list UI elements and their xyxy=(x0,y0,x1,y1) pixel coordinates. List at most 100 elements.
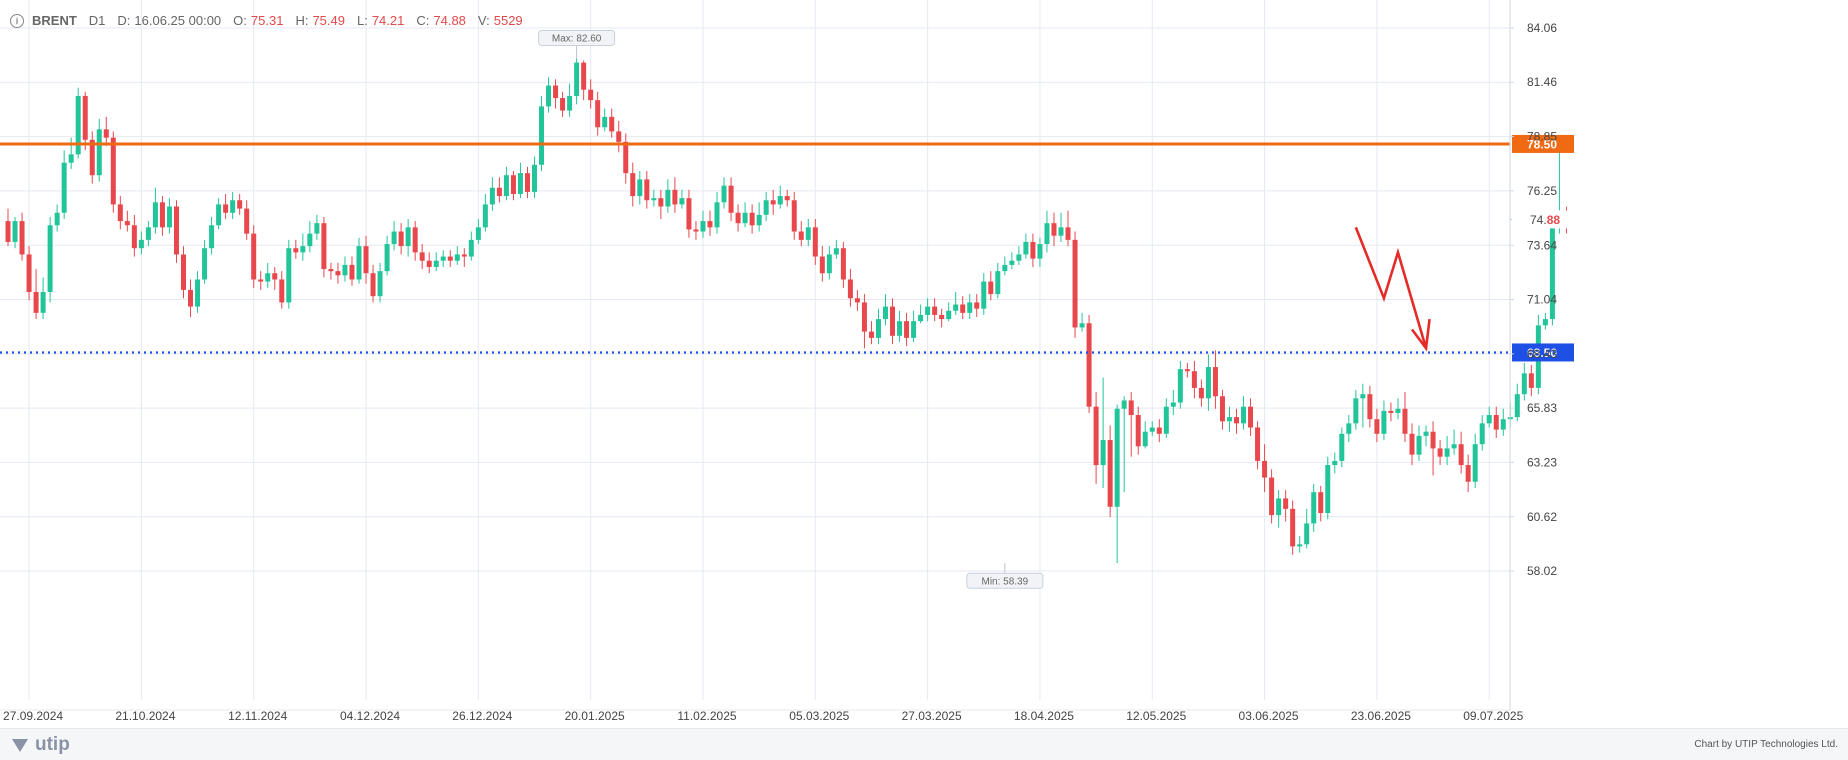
candle-up xyxy=(1205,367,1211,399)
candle-down xyxy=(1262,460,1268,478)
candle-down xyxy=(672,189,678,205)
candle-down xyxy=(1458,444,1464,466)
candle-up xyxy=(1177,369,1183,403)
forecast-arrow-head xyxy=(1410,318,1431,352)
candle-up xyxy=(503,175,509,197)
open-label: O: xyxy=(233,13,247,28)
candlestick-series xyxy=(5,58,1569,564)
info-icon[interactable]: i xyxy=(10,13,24,28)
price-chart[interactable]: 78.50 68.50 74.88 Max: 82.60 Min: 58.39 84.… xyxy=(0,0,1848,728)
resistance-price-label: 78.50 xyxy=(1527,137,1557,151)
candle-up xyxy=(897,321,903,336)
candle-down xyxy=(251,233,257,280)
candle-up xyxy=(377,271,383,297)
candle-up xyxy=(1416,435,1422,455)
candle-down xyxy=(496,187,502,197)
candle-up xyxy=(475,227,481,240)
candle-down xyxy=(1290,508,1296,547)
candle-down xyxy=(812,227,818,257)
candle-up xyxy=(1339,433,1345,461)
close-label: C: xyxy=(416,13,430,28)
candle-up xyxy=(875,319,881,338)
candle-up xyxy=(1037,244,1043,259)
logo-text: utip xyxy=(35,734,70,755)
candle-down xyxy=(1318,492,1324,514)
candle-down xyxy=(609,116,615,132)
candle-down xyxy=(328,269,334,272)
candle-up xyxy=(1304,523,1310,545)
y-tick-label: 71.04 xyxy=(1527,293,1557,307)
candle-down xyxy=(1107,440,1113,507)
candle-up xyxy=(1009,260,1015,265)
candle-down xyxy=(588,89,594,101)
candle-up xyxy=(1311,492,1317,524)
candle-down xyxy=(237,200,243,209)
price-levels: 78.50 68.50 74.88 xyxy=(0,134,1574,362)
candle-down xyxy=(658,198,664,207)
min-marker-box xyxy=(966,572,1044,589)
candle-up xyxy=(1142,431,1148,447)
x-tick-label: 11.02.2025 xyxy=(677,709,736,723)
candle-up xyxy=(40,291,46,313)
candle-up xyxy=(195,279,201,307)
candle-down xyxy=(131,225,137,249)
x-tick-label: 27.03.2025 xyxy=(902,709,962,723)
candle-down xyxy=(1248,406,1254,428)
close-value: 74.88 xyxy=(433,13,466,28)
candle-up xyxy=(1353,398,1359,424)
candle-up xyxy=(1549,227,1555,320)
candle-down xyxy=(861,302,867,332)
candle-up xyxy=(967,302,973,313)
candle-down xyxy=(693,229,699,232)
y-tick-label: 84.06 xyxy=(1527,21,1557,35)
candle-down xyxy=(644,179,650,201)
candle-down xyxy=(798,231,804,240)
candle-down xyxy=(847,279,853,299)
candle-up xyxy=(342,264,348,276)
candle-up xyxy=(918,314,924,322)
candle-up xyxy=(532,164,537,192)
candle-down xyxy=(595,100,601,128)
x-tick-label: 26.12.2024 xyxy=(452,709,512,723)
candle-up xyxy=(1451,444,1457,449)
candle-up xyxy=(1163,406,1169,434)
candle-down xyxy=(1212,367,1218,397)
candle-up xyxy=(1002,264,1008,272)
candle-down xyxy=(1374,419,1380,434)
candle-down xyxy=(1093,406,1099,466)
high-label: H: xyxy=(295,13,309,28)
candle-down xyxy=(117,204,123,222)
candle-up xyxy=(384,244,390,272)
candle-down xyxy=(26,254,32,292)
candle-up xyxy=(925,306,931,315)
extreme-markers: Max: 82.60 Min: 58.39 xyxy=(538,29,1044,589)
candle-down xyxy=(1191,371,1197,388)
candle-down xyxy=(412,227,418,253)
candle-up xyxy=(440,256,446,261)
low-label: L: xyxy=(356,13,368,28)
candle-up xyxy=(482,204,488,228)
candle-down xyxy=(181,254,186,290)
candle-down xyxy=(335,271,341,276)
candle-up xyxy=(1241,406,1247,424)
candle-up xyxy=(405,227,411,247)
candle-down xyxy=(461,254,467,257)
candle-down xyxy=(728,185,734,213)
candle-down xyxy=(159,202,165,228)
candle-down xyxy=(524,173,530,192)
candle-up xyxy=(68,154,74,163)
candle-down xyxy=(707,221,713,228)
candle-up xyxy=(152,202,158,228)
candle-up xyxy=(756,214,762,226)
candle-down xyxy=(1184,369,1190,372)
support-price-label-bg xyxy=(1512,343,1574,362)
candle-up xyxy=(489,187,495,205)
candle-down xyxy=(110,137,116,205)
x-tick-label: 05.03.2025 xyxy=(789,709,849,723)
candle-down xyxy=(1135,415,1141,447)
candle-down xyxy=(623,141,629,174)
candle-up xyxy=(883,306,888,320)
candle-down xyxy=(932,306,938,315)
candle-down xyxy=(370,273,376,297)
utip-logo[interactable]: utip xyxy=(12,734,70,756)
